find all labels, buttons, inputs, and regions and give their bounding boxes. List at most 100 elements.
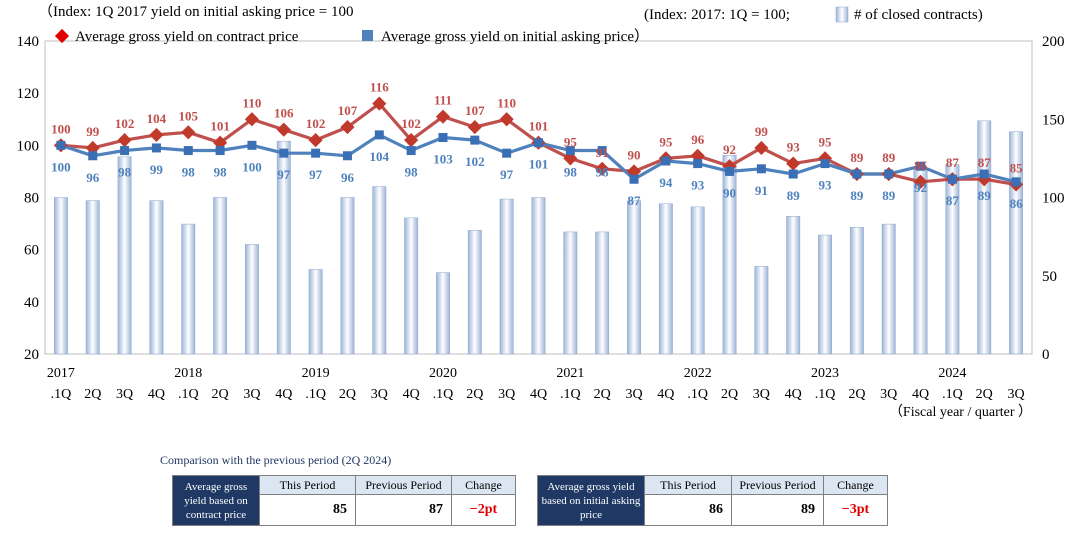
contract-count-bar	[245, 244, 259, 355]
x-quarter-label: 3Q	[371, 387, 388, 402]
contract-count-bar	[531, 197, 546, 355]
contract-yield-marker	[276, 122, 291, 137]
contract-count-bar	[690, 206, 705, 355]
contract-yield-label: 93	[787, 140, 801, 155]
contract-count-bar	[85, 200, 100, 355]
asking-yield-marker	[661, 156, 671, 166]
x-quarter-label: .1Q	[942, 387, 963, 402]
x-quarter-label: 3Q	[498, 387, 515, 402]
contract-yield-marker	[786, 156, 801, 171]
asking-yield-label: 87	[946, 193, 960, 208]
right-axis-tick: 100	[1042, 191, 1065, 207]
asking-yield-marker	[279, 148, 289, 158]
asking-yield-marker	[215, 146, 225, 156]
x-quarter-label: .1Q	[815, 387, 836, 402]
contract-count-bar	[627, 200, 641, 355]
x-year-label: 2018	[174, 366, 202, 381]
asking-yield-label: 98	[564, 165, 578, 180]
contract-yield-label: 106	[274, 106, 294, 121]
contract-count-bar	[913, 169, 928, 355]
contract-count-bar	[213, 197, 228, 355]
contract-count-bar	[308, 269, 323, 355]
contract-count-bar	[563, 231, 578, 355]
asking-yield-marker	[820, 159, 830, 169]
contract-yield-label: 102	[401, 116, 421, 131]
asking-yield-marker	[502, 148, 512, 158]
asking-yield-label: 98	[182, 165, 196, 180]
asking-yield-marker	[788, 169, 798, 179]
asking-yield-marker	[183, 146, 193, 156]
contract-yield-label: 95	[659, 134, 673, 149]
contract-comparison-table: Average gross yield based on contract pr…	[172, 475, 516, 526]
asking-yield-marker	[565, 146, 575, 156]
contract-yield-label: 95	[819, 134, 833, 149]
left-axis-tick: 40	[24, 295, 39, 311]
asking-yield-label: 89	[978, 188, 992, 203]
left-axis-tick: 20	[24, 347, 39, 363]
contract-count-bar	[595, 231, 610, 355]
x-quarter-label: .1Q	[51, 387, 72, 402]
contract-yield-marker	[372, 96, 387, 111]
contract-yield-label: 110	[497, 95, 516, 110]
asking-col-prev: Previous Period	[731, 475, 824, 495]
right-axis-tick: 50	[1042, 269, 1057, 285]
contract-count-bar	[404, 217, 419, 355]
asking-yield-label: 89	[850, 188, 864, 203]
right-axis-note: (Index: 2017: 1Q = 100;	[644, 7, 790, 23]
asking-yield-marker	[534, 138, 543, 148]
contract-yield-marker	[340, 120, 355, 135]
asking-yield-marker	[884, 169, 894, 179]
asking-yield-marker	[852, 169, 862, 179]
right-axis-tick: 0	[1042, 347, 1050, 363]
x-year-label: 2020	[429, 366, 457, 381]
contract-change-value: −2pt	[451, 494, 516, 526]
contract-yield-marker	[754, 140, 769, 156]
asking-yield-marker	[406, 146, 416, 156]
asking-yield-marker	[120, 146, 130, 156]
x-quarter-label: 3Q	[1008, 387, 1025, 402]
asking-yield-marker	[725, 166, 735, 176]
asking-yield-label: 93	[819, 178, 833, 193]
contract-yield-label: 89	[850, 150, 864, 165]
x-quarter-label: .1Q	[433, 387, 454, 402]
contract-col-prev: Previous Period	[355, 475, 452, 495]
x-quarter-label: 2Q	[976, 387, 993, 402]
contract-yield-label: 102	[306, 116, 326, 131]
asking-yield-label: 100	[242, 159, 262, 174]
asking-yield-label: 104	[370, 149, 390, 164]
x-quarter-label: 4Q	[403, 387, 420, 402]
asking-yield-marker	[979, 169, 989, 179]
x-quarter-label: 4Q	[275, 387, 292, 402]
asking-col-this: This Period	[644, 475, 732, 495]
right-axis-tick: 150	[1042, 112, 1065, 128]
x-quarter-label: 2Q	[721, 387, 738, 402]
contract-yield-marker	[308, 133, 323, 148]
contract-yield-label: 111	[434, 93, 452, 108]
contract-this-value: 85	[259, 494, 356, 526]
contract-yield-marker	[404, 133, 419, 148]
contract-yield-label: 101	[210, 119, 230, 134]
contract-yield-marker	[499, 112, 514, 127]
x-quarter-label: 2Q	[466, 387, 483, 402]
left-axis-tick: 100	[17, 138, 40, 154]
contract-yield-label: 102	[115, 116, 135, 131]
asking-yield-label: 96	[341, 170, 355, 185]
asking-yield-marker	[311, 148, 321, 158]
contract-yield-marker	[117, 133, 132, 148]
contract-yield-label: 99	[86, 124, 100, 139]
contract-yield-label: 89	[882, 150, 896, 165]
contract-count-bar	[499, 198, 514, 355]
left-axis-tick: 140	[17, 34, 40, 50]
left-axis-note: （Index: 1Q 2017 yield on initial asking …	[38, 3, 354, 20]
contract-count-bar	[181, 223, 196, 355]
x-quarter-label: 4Q	[912, 387, 929, 402]
contract-yield-label: 107	[338, 103, 358, 118]
contract-yield-label: 91	[596, 145, 609, 160]
contract-count-bar	[786, 216, 801, 355]
asking-yield-label: 89	[787, 188, 801, 203]
contract-count-bar	[754, 266, 769, 355]
x-year-label: 2017	[47, 366, 75, 381]
contract-yield-marker	[435, 109, 451, 124]
asking-yield-label: 87	[628, 193, 642, 208]
x-quarter-label: .1Q	[178, 387, 199, 402]
